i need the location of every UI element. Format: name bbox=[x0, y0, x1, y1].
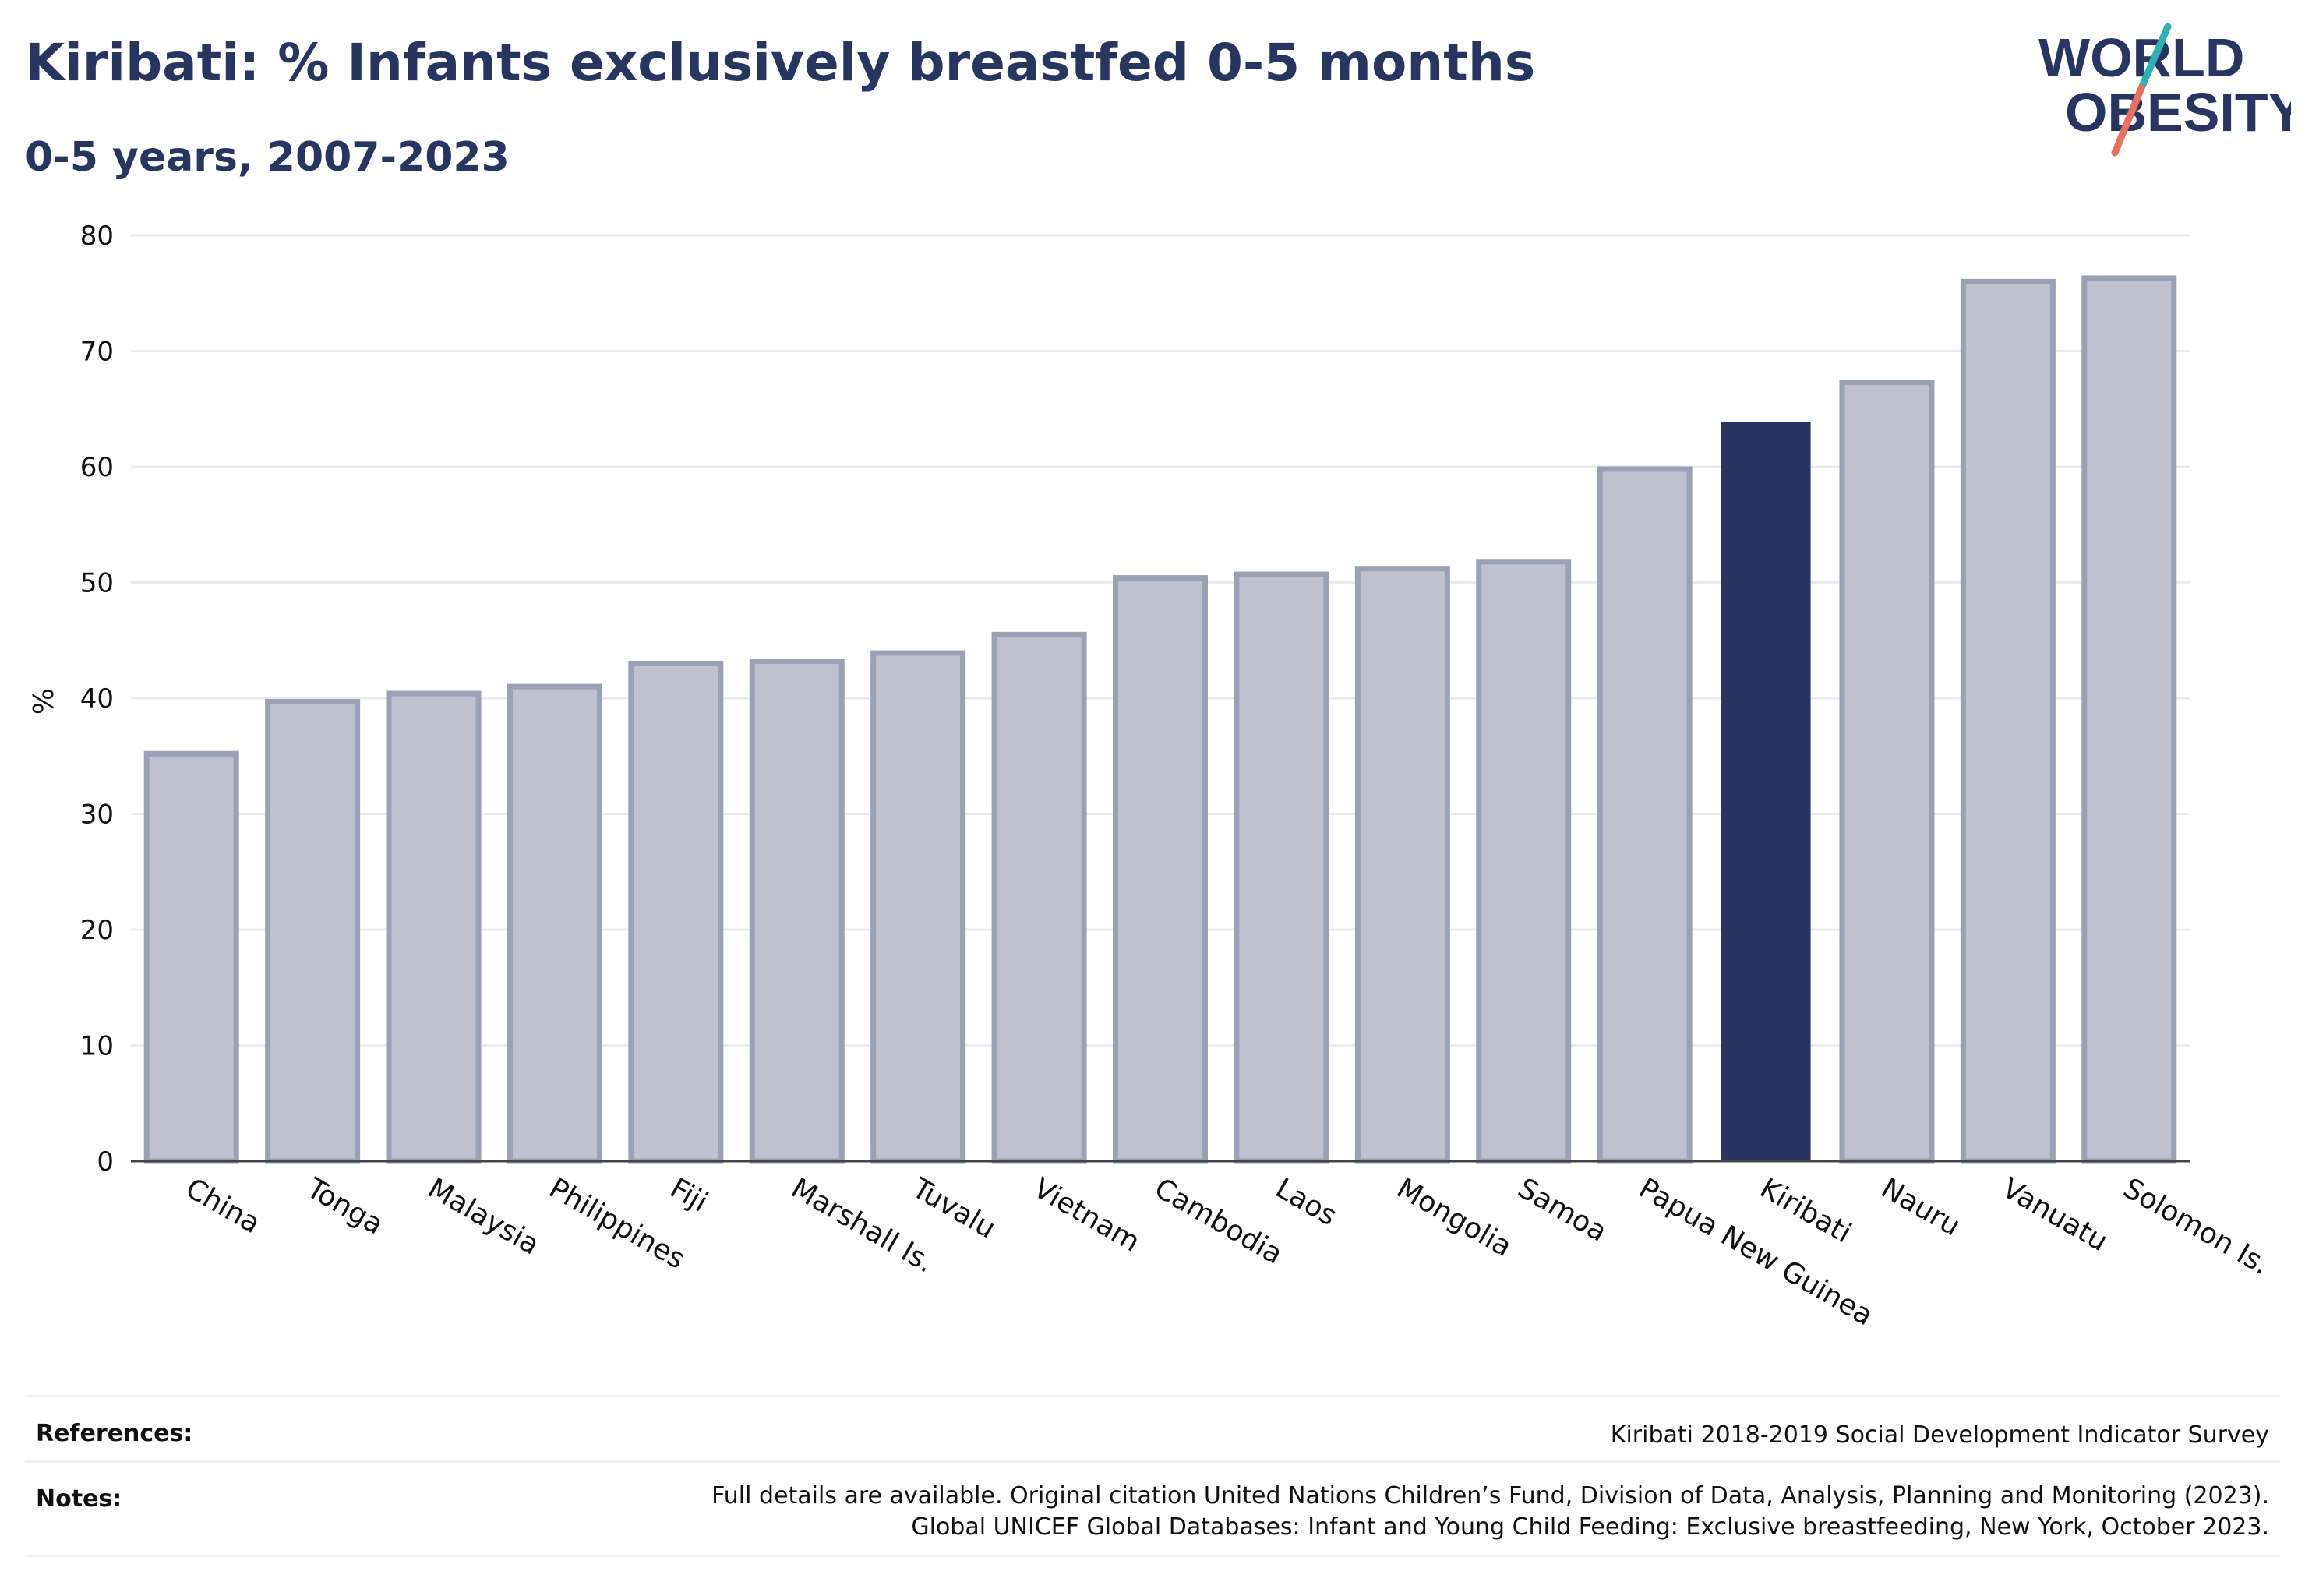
notes-line-2: Global UNICEF Global Databases: Infant a… bbox=[911, 1513, 2269, 1541]
references-label: References: bbox=[36, 1420, 193, 1447]
bar-marshall-is bbox=[749, 658, 845, 1164]
bar-solomon-is bbox=[2081, 275, 2177, 1164]
logo-word-obesity: OBESITY bbox=[2065, 82, 2291, 143]
y-tick-label: 80 bbox=[80, 221, 114, 252]
y-tick-label: 50 bbox=[80, 568, 114, 599]
bar-cambodia bbox=[1112, 575, 1209, 1164]
footer-divider-bottom bbox=[25, 1555, 2280, 1557]
bar-samoa bbox=[1476, 559, 1572, 1164]
bar-vanuatu bbox=[1960, 278, 2056, 1164]
bar-malaysia bbox=[386, 690, 482, 1164]
x-tick-label: Cambodia bbox=[1149, 1172, 1288, 1271]
chart-title: Kiribati: % Infants exclusively breastfe… bbox=[25, 33, 1536, 93]
notes-text: Full details are available. Original cit… bbox=[711, 1481, 2269, 1543]
x-tick-label: Samoa bbox=[1513, 1172, 1612, 1248]
y-axis-label: % bbox=[28, 688, 60, 715]
bar-papua-new-guinea bbox=[1597, 466, 1693, 1164]
bar-fiji bbox=[628, 660, 724, 1164]
logo-slash-coral bbox=[2111, 84, 2145, 157]
bar-vietnam bbox=[991, 631, 1087, 1164]
x-tick-label: Malaysia bbox=[422, 1172, 545, 1261]
bar-chart: 0 10 20 30 40 50 60 70 80 China Tonga MalaysiaPhil… bbox=[28, 221, 2275, 1333]
x-tick-label: Solomon Is. bbox=[2118, 1172, 2275, 1281]
x-tick-label: Tuvalu bbox=[906, 1172, 1001, 1245]
y-tick-label: 40 bbox=[80, 683, 114, 715]
x-tick-label: Mongolia bbox=[1391, 1172, 1517, 1263]
x-tick-label: Nauru bbox=[1876, 1172, 1965, 1242]
logo-word-world: WORLD bbox=[2038, 27, 2244, 88]
y-tick-label: 30 bbox=[80, 800, 114, 831]
x-tick-label: Vanuatu bbox=[1996, 1172, 2113, 1258]
bar-philippines bbox=[507, 683, 602, 1164]
footer-divider-top bbox=[25, 1395, 2280, 1397]
y-tick-label: 20 bbox=[80, 915, 114, 946]
x-tick-label: Kiribati bbox=[1755, 1172, 1857, 1249]
bar-kiribati bbox=[1721, 422, 1811, 1161]
x-tick-label: China bbox=[180, 1172, 266, 1240]
y-axis-ticks: 0 10 20 30 40 50 60 70 80 bbox=[80, 221, 114, 1178]
bars bbox=[143, 275, 2177, 1164]
x-tick-label: Laos bbox=[1270, 1172, 1342, 1232]
notes-line-1: Full details are available. Original cit… bbox=[711, 1482, 2269, 1509]
y-tick-label: 10 bbox=[80, 1031, 114, 1062]
y-tick-label: 0 bbox=[97, 1146, 114, 1178]
y-tick-label: 70 bbox=[80, 337, 114, 368]
bar-tonga bbox=[265, 698, 361, 1164]
x-tick-label: Vietnam bbox=[1028, 1172, 1145, 1259]
bar-china bbox=[143, 750, 239, 1164]
references-text: Kiribati 2018-2019 Social Development In… bbox=[1610, 1421, 2269, 1449]
bar-laos bbox=[1234, 571, 1329, 1164]
x-tick-label: Fiji bbox=[665, 1172, 713, 1219]
y-tick-label: 60 bbox=[80, 452, 114, 483]
bar-tuvalu bbox=[870, 650, 966, 1164]
world-obesity-logo: WORLD OBESITY bbox=[2038, 23, 2291, 157]
footer-divider-middle bbox=[25, 1460, 2280, 1463]
logo-slash-teal bbox=[2137, 23, 2172, 92]
notes-label: Notes: bbox=[36, 1485, 122, 1513]
bar-nauru bbox=[1839, 380, 1935, 1164]
x-tick-label: Philippines bbox=[543, 1172, 690, 1275]
x-tick-label: Tonga bbox=[301, 1172, 389, 1241]
chart-subtitle: 0-5 years, 2007-2023 bbox=[25, 134, 510, 181]
bar-mongolia bbox=[1354, 566, 1450, 1164]
